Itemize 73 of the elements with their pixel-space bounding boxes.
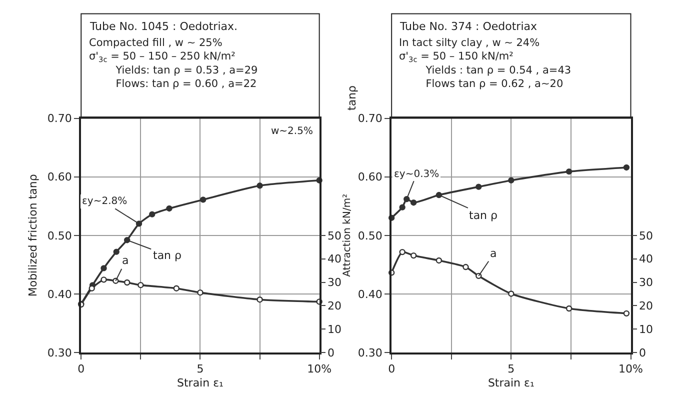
series-label: a	[122, 254, 129, 267]
point	[197, 289, 204, 296]
annotation: εy~2.8%	[82, 196, 128, 207]
point	[113, 248, 120, 255]
text: tan ρ	[153, 249, 182, 262]
annotation: εy~0.3%	[394, 169, 440, 180]
point	[149, 211, 156, 218]
point	[399, 204, 406, 210]
point	[623, 164, 630, 171]
point	[256, 182, 263, 189]
y2-tick-label: 30	[638, 276, 653, 290]
x-tick-label: 5	[508, 362, 515, 376]
chart-title: Tube No. 1045 : Oedotriax.	[89, 20, 238, 33]
y-tick-label: 0.70	[47, 112, 72, 126]
point	[200, 196, 206, 203]
y2-tick-label: 30	[328, 276, 342, 290]
y2-tick-label: 50	[328, 229, 342, 242]
point	[566, 168, 572, 175]
point	[436, 257, 442, 264]
annotation: w~2.5%	[271, 126, 313, 137]
point	[508, 177, 514, 184]
y2-tick-label: 0	[638, 346, 646, 360]
y-tick-label: 0.40	[47, 288, 72, 301]
y2-tick-label: 50	[638, 229, 653, 242]
x-tick-label: 10%	[307, 362, 332, 376]
point	[476, 184, 482, 190]
point	[173, 285, 180, 292]
x-tick-label: 0	[388, 362, 396, 376]
y-tick-label: 0.30	[358, 346, 382, 360]
y-axis-title: Mobilized friction tanρ	[26, 174, 40, 297]
series-label: a	[490, 247, 497, 260]
y2-tick-label: 0	[328, 346, 335, 360]
point	[436, 192, 442, 198]
x-axis-title: Strain ε₁	[488, 376, 534, 390]
point	[462, 264, 469, 270]
point	[256, 296, 263, 303]
point	[138, 282, 144, 288]
chart-subtitle: In tact silty clay , w ~ 24% σ'$_{3c}$ = 50 – 150 kN/m² Yields : tan ρ = 0.54 , a=43 Flows tan ρ = 0.62 , a~20	[399, 37, 572, 90]
point	[124, 279, 130, 286]
point	[404, 196, 410, 202]
point	[508, 290, 514, 297]
x-axis-title: Strain ε₁	[177, 376, 224, 390]
x-tick-label: 0	[78, 362, 85, 376]
x-tick-label: 5	[196, 362, 204, 376]
point	[566, 305, 572, 312]
y2-axis-title: Attraction kN/m²	[342, 194, 354, 277]
point	[410, 200, 417, 206]
y-axis-title: tanρ	[346, 85, 359, 110]
point	[399, 248, 406, 256]
y-tick-label: 0.60	[358, 170, 382, 184]
point	[100, 276, 107, 283]
y2-tick-label: 40	[328, 252, 342, 266]
y2-tick-label: 20	[328, 300, 342, 313]
point	[124, 236, 130, 244]
point	[100, 265, 107, 272]
y2-tick-label: 10	[638, 322, 653, 336]
point	[136, 220, 142, 227]
y2-tick-label: 40	[638, 252, 653, 266]
chart-title: Tube No. 374 : Oedotriax	[399, 20, 538, 33]
point	[410, 252, 417, 259]
series-label: tan ρ	[469, 209, 498, 222]
point	[623, 310, 630, 317]
y2-tick-label: 10	[328, 322, 342, 336]
point	[166, 205, 172, 212]
y-tick-label: 0.50	[358, 229, 382, 242]
y-tick-label: 0.60	[47, 170, 72, 184]
y-tick-label: 0.40	[358, 288, 382, 301]
y-tick-label: 0.30	[47, 346, 72, 360]
y-tick-label: 0.50	[47, 229, 72, 242]
y2-tick-label: 20	[638, 300, 653, 313]
x-tick-label: 10%	[618, 362, 643, 376]
chart-subtitle: Compacted fill , w ~ 25% σ'$_{3c}$ = 50 – 150 – 250 kN/m² Yields: tan ρ = 0.53 , a=29 Flows: tan ρ = 0.60 , a=22	[89, 37, 258, 90]
y-tick-label: 0.70	[358, 112, 382, 126]
